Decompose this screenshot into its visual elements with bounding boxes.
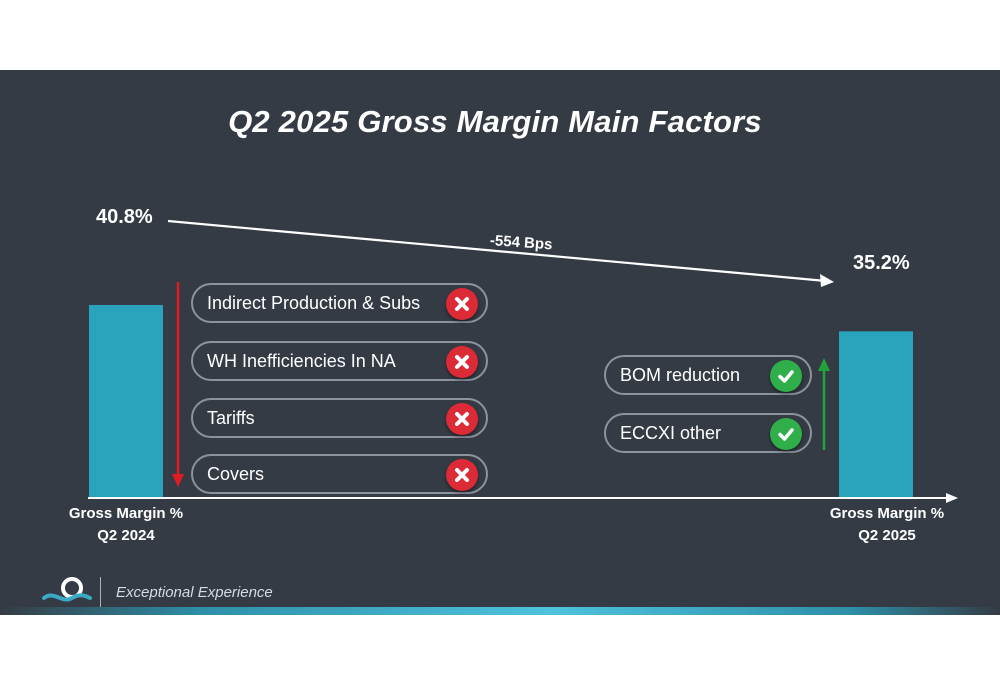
positive-factor-pill: BOM reduction [604, 355, 812, 395]
factor-label: ECCXI other [620, 422, 722, 443]
chart-title: Q2 2025 Gross Margin Main Factors [228, 104, 762, 139]
factor-label: Tariffs [207, 407, 255, 428]
footer-tagline: Exceptional Experience [116, 584, 273, 601]
x-icon [446, 288, 478, 320]
bar-q2-2025 [839, 331, 913, 497]
x-icon [446, 403, 478, 435]
category-label-line: Q2 2025 [858, 527, 916, 544]
chart-canvas [88, 219, 958, 503]
checkmark-icon [770, 418, 802, 450]
footer-divider [100, 577, 101, 607]
trend-arrow-head [820, 274, 834, 287]
x-axis-arrow-head [946, 493, 958, 503]
increase-arrow-head [818, 358, 830, 371]
factor-label: WH Inefficiencies In NA [207, 350, 396, 371]
x-icon [446, 459, 478, 491]
positive-factor-pill: ECCXI other [604, 413, 812, 453]
value-label-q2-2024: 40.8% [96, 206, 153, 228]
negative-factor-pill: Indirect Production & Subs [191, 283, 488, 323]
category-label-line: Gross Margin % [829, 505, 945, 522]
slide: Q2 2025 Gross Margin Main Factors 40.8% … [0, 70, 1000, 615]
x-icon [446, 346, 478, 378]
negative-factor-pill: Tariffs [191, 398, 488, 438]
footer-accent-bar [0, 607, 1000, 615]
factor-label: Covers [207, 463, 265, 484]
checkmark-icon [770, 360, 802, 392]
category-label-line: Gross Margin % [68, 505, 184, 522]
trend-arrow-line [167, 219, 827, 283]
bar-q2-2024 [89, 305, 163, 497]
wave-logo-icon [42, 577, 92, 602]
negative-factor-pill: Covers [191, 454, 488, 494]
factor-label: BOM reduction [620, 364, 741, 385]
category-label-line: Q2 2024 [97, 527, 155, 544]
negative-factor-pill: WH Inefficiencies In NA [191, 341, 488, 381]
factor-label: Indirect Production & Subs [207, 292, 421, 313]
category-label-q2-2024: Gross Margin % Q2 2024 [41, 503, 211, 547]
decrease-arrow-head [172, 474, 184, 487]
value-label-q2-2025: 35.2% [853, 252, 910, 274]
category-label-q2-2025: Gross Margin % Q2 2025 [802, 503, 972, 547]
